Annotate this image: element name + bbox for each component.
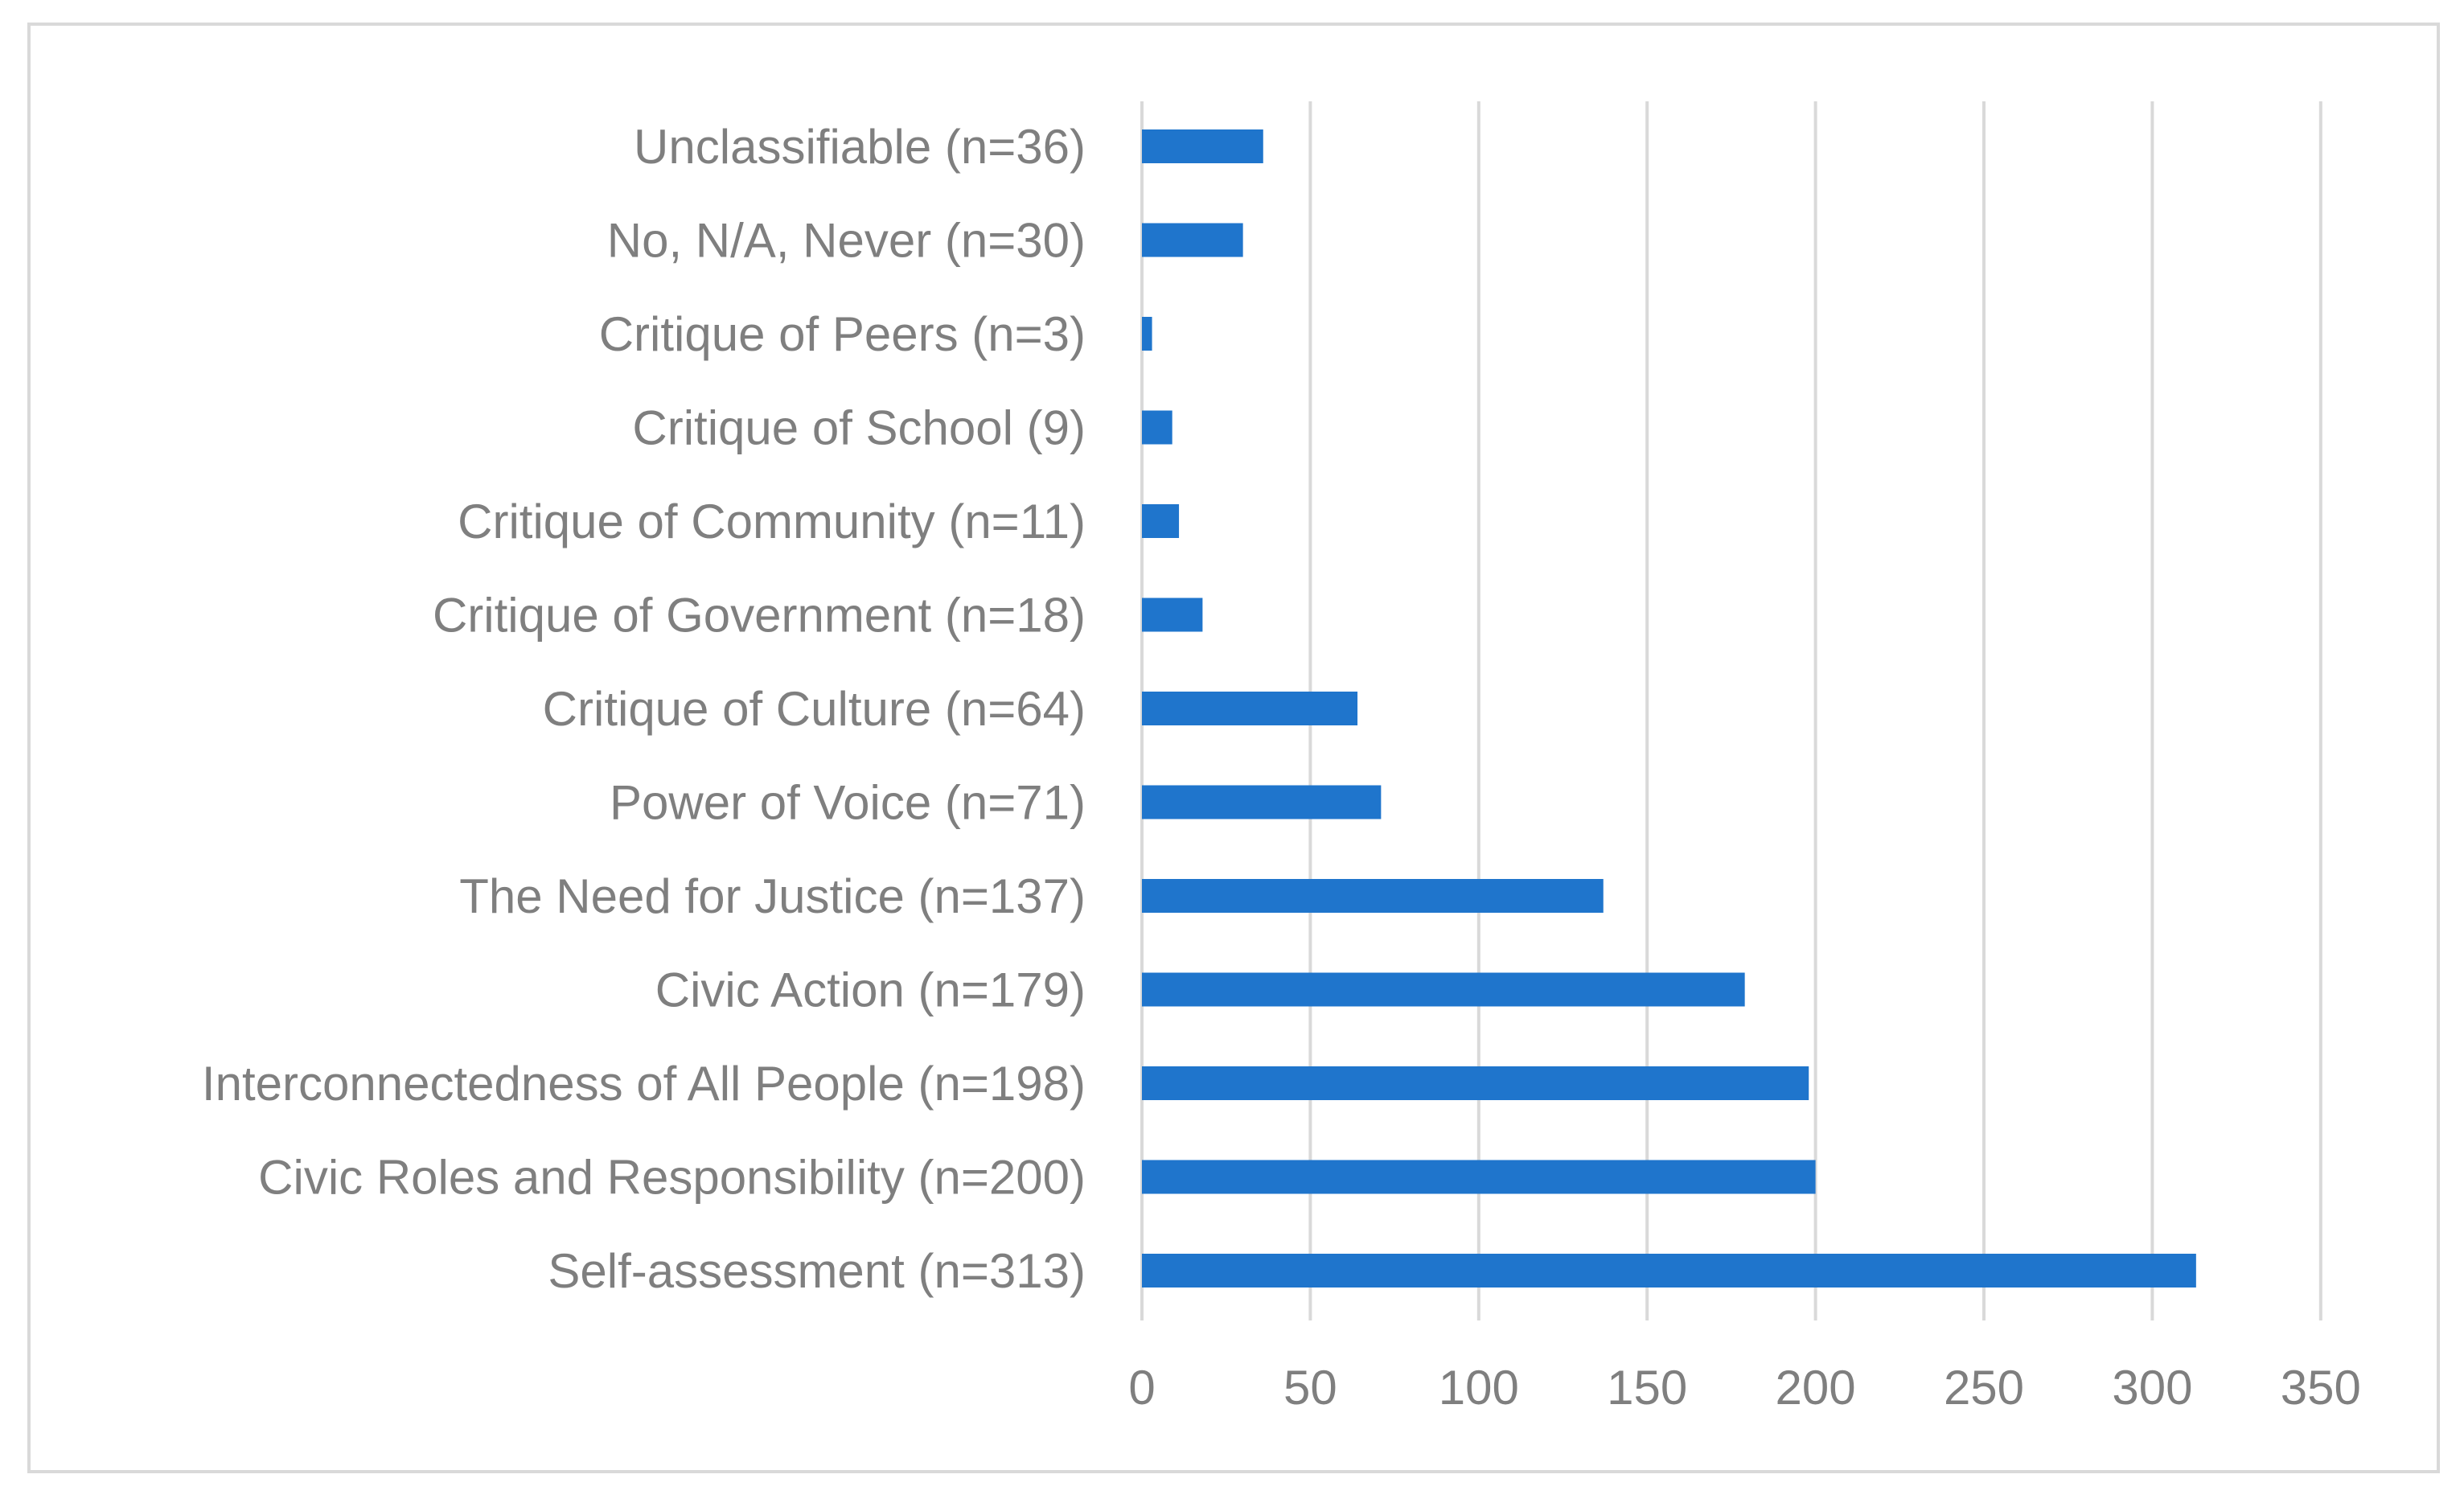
bar-0 xyxy=(1142,1254,2196,1287)
x-tick-label-0: 0 xyxy=(1128,1361,1155,1415)
bar-1 xyxy=(1142,1160,1816,1194)
bar-3 xyxy=(1142,972,1745,1007)
category-label-7: Critique of Government (n=18) xyxy=(433,589,1086,643)
bar-11 xyxy=(1142,223,1243,257)
category-label-6: Critique of Culture (n=64) xyxy=(543,682,1086,736)
category-label-3: Civic Action (n=179) xyxy=(655,963,1086,1017)
x-tick-label-150: 150 xyxy=(1607,1361,1687,1415)
x-tick-label-200: 200 xyxy=(1776,1361,1856,1415)
x-tick-label-100: 100 xyxy=(1439,1361,1519,1415)
bar-5 xyxy=(1142,785,1382,819)
bar-2 xyxy=(1142,1066,1809,1100)
category-labels: Self-assessment (n=313) Civic Roles and R… xyxy=(202,120,1086,1298)
category-label-1: Civic Roles and Responsibility (n=200) xyxy=(258,1151,1086,1205)
bar-9 xyxy=(1142,410,1172,445)
x-tick-label-300: 300 xyxy=(2112,1361,2192,1415)
x-axis-tick-labels: 0 50 100 150 200 250 300 350 xyxy=(1128,1361,2361,1415)
category-label-8: Critique of Community (n=11) xyxy=(458,495,1086,548)
bar-12 xyxy=(1142,129,1263,163)
bar-6 xyxy=(1142,692,1358,725)
category-label-11: No, N/A, Never (n=30) xyxy=(607,214,1086,268)
bars xyxy=(1142,129,2196,1287)
category-label-4: The Need for Justice (n=137) xyxy=(459,869,1086,923)
category-label-5: Power of Voice (n=71) xyxy=(610,776,1086,830)
category-label-9: Critique of School (9) xyxy=(632,401,1086,455)
bar-10 xyxy=(1142,317,1152,351)
x-tick-label-250: 250 xyxy=(1944,1361,2024,1415)
chart-frame: Self-assessment (n=313) Civic Roles and R… xyxy=(27,23,2440,1473)
category-label-10: Critique of Peers (n=3) xyxy=(599,307,1086,361)
bar-chart: Self-assessment (n=313) Civic Roles and R… xyxy=(202,101,2361,1415)
category-label-2: Interconnectedness of All People (n=198) xyxy=(202,1057,1086,1111)
gridlines xyxy=(1140,101,2322,1320)
x-tick-label-50: 50 xyxy=(1283,1361,1337,1415)
category-label-0: Self-assessment (n=313) xyxy=(548,1244,1086,1298)
bar-4 xyxy=(1142,879,1604,913)
category-label-12: Unclassifiable (n=36) xyxy=(634,120,1086,174)
bar-7 xyxy=(1142,598,1203,632)
x-tick-label-350: 350 xyxy=(2281,1361,2361,1415)
bar-8 xyxy=(1142,504,1180,538)
